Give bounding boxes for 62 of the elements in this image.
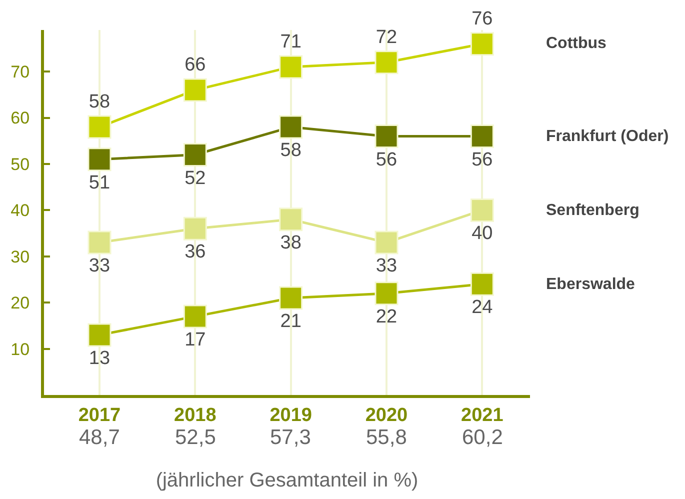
x-tick-label: 2021 (461, 404, 504, 426)
y-tick-label: 10 (10, 340, 30, 359)
data-label: 33 (88, 256, 110, 277)
data-label: 22 (376, 306, 398, 328)
data-label: 56 (472, 149, 493, 170)
data-label: 58 (280, 140, 302, 162)
data-label: 76 (472, 8, 493, 30)
data-label: 52 (184, 168, 206, 189)
point (374, 124, 398, 148)
point (279, 208, 303, 232)
text: 57,3 (270, 426, 311, 449)
point (470, 32, 494, 56)
point (374, 230, 398, 254)
data-label: 58 (88, 92, 110, 113)
data-label: 71 (280, 31, 302, 52)
text: 52,5 (175, 426, 216, 449)
text: 55,8 (366, 426, 407, 449)
data-label: 66 (184, 54, 206, 76)
data-label: 36 (184, 242, 206, 263)
data-label: 24 (472, 297, 494, 318)
y-tick-label: 20 (10, 294, 30, 313)
point (279, 55, 303, 79)
data-label: 21 (280, 310, 302, 332)
y-tick-label: 70 (10, 62, 30, 82)
point (279, 286, 303, 310)
point (470, 124, 494, 148)
y-tick-label: 50 (10, 154, 30, 174)
data-label: 13 (88, 348, 110, 369)
text: Eberswalde (546, 276, 636, 293)
y-tick-label: 30 (10, 247, 30, 266)
point (183, 304, 207, 328)
x-tick-label: 2018 (174, 404, 216, 426)
data-label: 38 (280, 232, 302, 254)
x-axis-title: (jährlicher Gesamtanteil in %) (156, 469, 418, 492)
text: Frankfurt (Oder) (546, 128, 669, 145)
point (183, 143, 207, 166)
text: 60,2 (462, 426, 503, 449)
point (470, 272, 494, 296)
point (279, 115, 303, 139)
data-label: 72 (376, 26, 398, 48)
x-tick-label: 2019 (270, 404, 312, 426)
text: Cottbus (546, 35, 607, 52)
point (374, 282, 398, 306)
data-label: 56 (376, 149, 398, 170)
data-label: 33 (376, 256, 398, 277)
y-tick-label: 60 (10, 108, 30, 128)
x-tick-label: 2020 (365, 404, 408, 426)
data-label: 40 (472, 223, 493, 244)
point (88, 115, 112, 139)
point (88, 323, 112, 347)
point (470, 198, 494, 222)
text: Senftenberg (546, 202, 640, 219)
point (374, 50, 398, 74)
x-tick-label: 2017 (78, 404, 121, 426)
point (183, 78, 207, 102)
text: 48,7 (79, 426, 120, 449)
point (88, 148, 112, 172)
point (88, 230, 112, 254)
data-label: 51 (88, 172, 110, 194)
data-label: 17 (184, 329, 206, 350)
point (183, 216, 207, 240)
y-tick-label: 40 (10, 201, 30, 220)
